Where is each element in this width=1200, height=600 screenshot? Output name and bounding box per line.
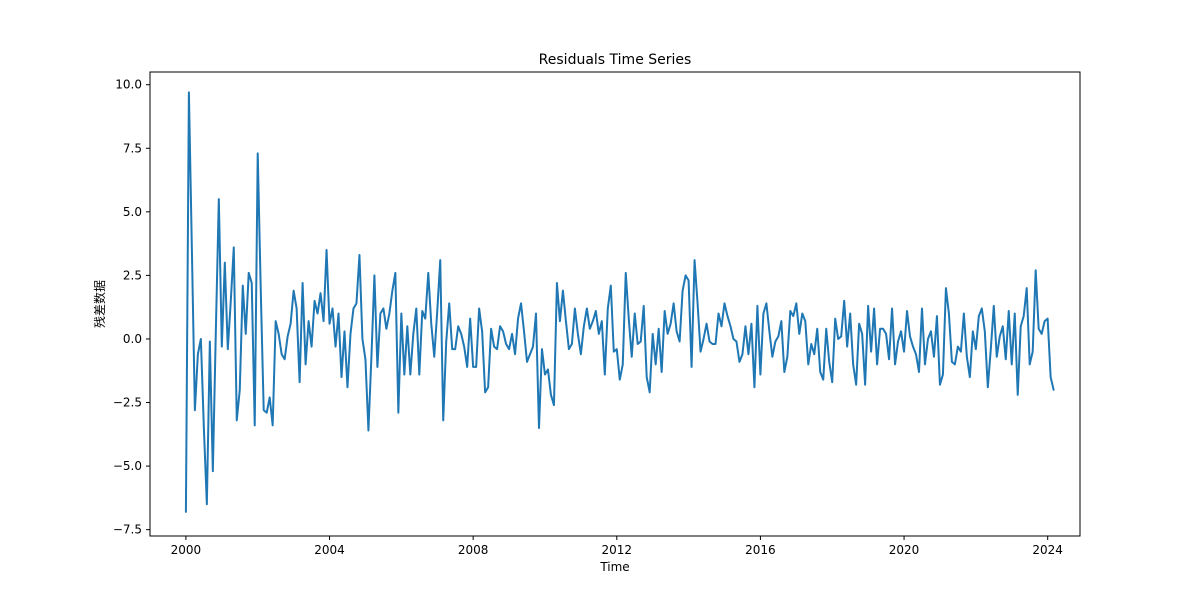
y-tick-label: −2.5	[113, 396, 142, 410]
y-axis-label: 残差数据	[92, 280, 107, 328]
x-tick-label: 2012	[602, 543, 633, 557]
y-tick-label: 10.0	[115, 78, 142, 92]
y-axis: −7.5 −5.0 −2.5 0.0 2.5 5.0 7.5 10.0	[113, 78, 150, 537]
y-tick-label: 2.5	[123, 268, 142, 282]
y-tick-label: 0.0	[123, 332, 142, 346]
residuals-line	[184, 91, 1055, 513]
x-axis-label: Time	[599, 560, 629, 574]
x-tick-label: 2008	[458, 543, 489, 557]
x-tick-label: 2004	[314, 543, 345, 557]
y-tick-label: 7.5	[123, 141, 142, 155]
y-tick-label: 5.0	[123, 205, 142, 219]
x-tick-label: 2020	[889, 543, 920, 557]
axes-frame	[149, 71, 1081, 537]
chart-title: Residuals Time Series	[539, 52, 692, 68]
x-tick-label: 2000	[171, 543, 202, 557]
x-tick-label: 2024	[1032, 543, 1063, 557]
y-tick-label: −5.0	[113, 459, 142, 473]
y-tick-label: −7.5	[113, 523, 142, 537]
x-tick-label: 2016	[745, 543, 776, 557]
x-axis: 2000 2004 2008 2012 2016 2020 2024	[171, 536, 1063, 557]
plot-area	[184, 91, 1055, 513]
